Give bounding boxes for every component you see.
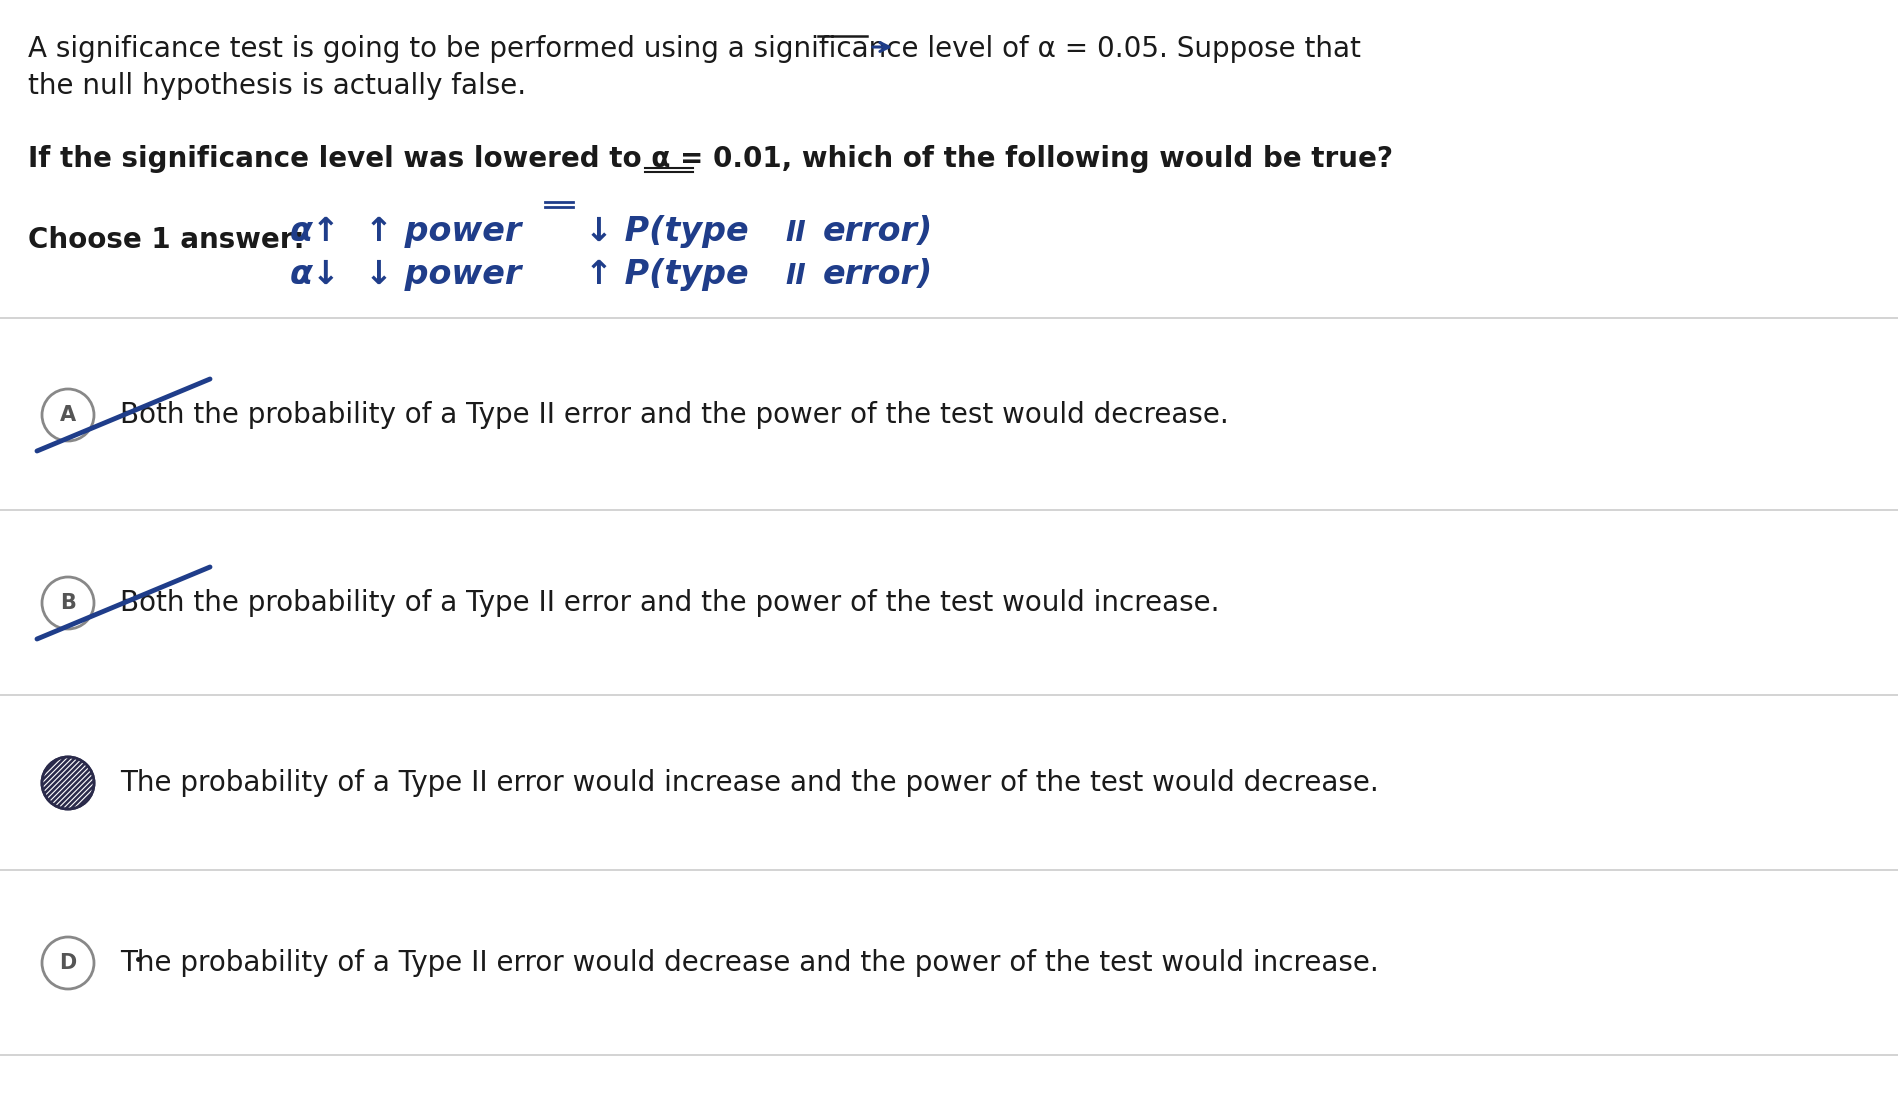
Text: D: D <box>59 953 76 973</box>
Text: ↓ power: ↓ power <box>364 258 522 291</box>
Text: error): error) <box>824 258 934 291</box>
Text: ↑ power: ↑ power <box>364 215 522 248</box>
Text: the null hypothesis is actually false.: the null hypothesis is actually false. <box>28 72 526 100</box>
Text: Choose 1 answer:: Choose 1 answer: <box>28 226 304 253</box>
Text: α↑: α↑ <box>290 215 342 248</box>
Text: error): error) <box>824 215 934 248</box>
Circle shape <box>42 757 95 809</box>
Text: α↓: α↓ <box>290 258 342 291</box>
Text: Both the probability of a Type II error and the power of the test would decrease: Both the probability of a Type II error … <box>120 401 1228 429</box>
Text: ↑ P(type: ↑ P(type <box>585 258 748 291</box>
Text: The probability of a Type II error would increase and the power of the test woul: The probability of a Type II error would… <box>120 769 1378 797</box>
Text: Both the probability of a Type II error and the power of the test would increase: Both the probability of a Type II error … <box>120 588 1220 617</box>
Text: ↓ P(type: ↓ P(type <box>585 215 748 248</box>
Text: A: A <box>61 406 76 425</box>
Text: If the significance level was lowered to α = 0.01, which of the following would : If the significance level was lowered to… <box>28 145 1393 173</box>
Text: The probability of a Type II error would decrease and the power of the test woul: The probability of a Type II error would… <box>120 949 1378 977</box>
Text: A significance test is going to be performed using a significance level of α = 0: A significance test is going to be perfo… <box>28 35 1361 63</box>
Text: B: B <box>61 593 76 613</box>
Text: II: II <box>786 219 807 247</box>
Text: II: II <box>786 262 807 290</box>
